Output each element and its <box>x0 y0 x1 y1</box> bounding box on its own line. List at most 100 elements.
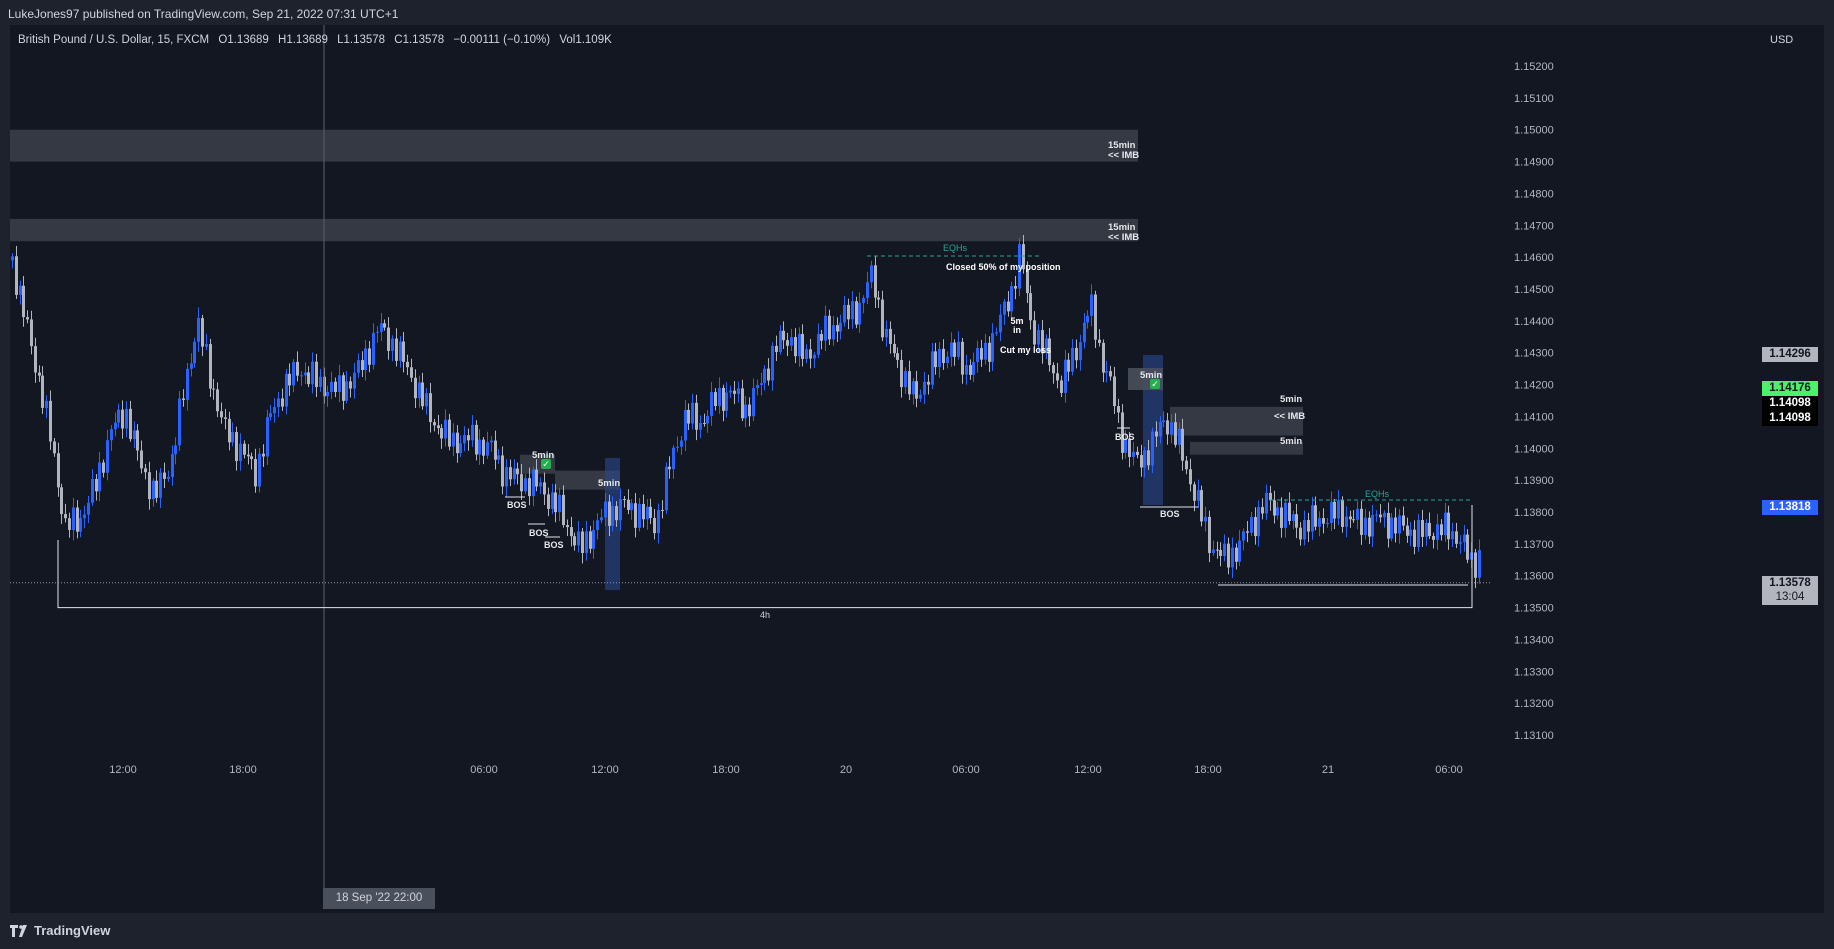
candle-body <box>228 418 231 443</box>
candle-body <box>1151 431 1154 466</box>
zone-label: << IMB <box>1108 232 1140 243</box>
price-tick-label: 1.13500 <box>1514 603 1554 615</box>
candle-body <box>1417 519 1420 547</box>
price-axis: 1.15200 1.15100 1.15000 1.14900 1.14800 1.147… <box>1514 61 1554 742</box>
candle-body <box>1216 549 1219 551</box>
candle-body <box>296 361 299 376</box>
candle-body <box>1455 531 1458 544</box>
chart-panel[interactable] <box>10 25 1824 913</box>
candle-body <box>573 536 576 546</box>
footer-brand: TradingView <box>34 923 111 938</box>
candle-body <box>1250 517 1253 533</box>
candle-body <box>106 440 109 473</box>
candle-body <box>1246 531 1249 533</box>
price-tick-label: 1.13200 <box>1514 698 1554 710</box>
candle-body <box>1098 339 1101 343</box>
candle-body <box>1352 519 1355 521</box>
candle-body <box>456 432 459 454</box>
candle-body <box>836 325 839 332</box>
candle-body <box>338 375 341 393</box>
candle-body <box>653 517 656 534</box>
candle-body <box>334 381 337 393</box>
symbol-legend[interactable]: British Pound / U.S. Dollar, 15, FXCM O1… <box>18 34 618 46</box>
currency-label[interactable]: USD <box>1770 34 1794 46</box>
symbol-name[interactable]: British Pound / U.S. Dollar, 15, FXCM <box>18 34 210 46</box>
check-icon: ✓ <box>541 459 551 469</box>
tradingview-logo-icon <box>10 924 27 937</box>
candle-body <box>114 422 117 430</box>
candle-body <box>201 318 204 347</box>
candle-body <box>1075 347 1078 361</box>
zone-label: 5min <box>532 450 555 461</box>
volume: Vol1.109K <box>559 34 612 46</box>
candle-body <box>1390 517 1393 539</box>
candle-body <box>1375 514 1378 516</box>
candle-body <box>1292 514 1295 521</box>
candle-body <box>368 348 371 365</box>
candle-body <box>1432 535 1435 540</box>
candle-body <box>1276 507 1279 516</box>
footer-branding[interactable]: TradingView <box>10 923 110 938</box>
candle-body <box>1314 505 1317 527</box>
candle-body <box>1371 514 1374 537</box>
candle-body <box>387 327 390 351</box>
candle-body <box>459 443 462 454</box>
candle-body <box>342 375 345 401</box>
candle-body <box>1242 531 1245 541</box>
candle-body <box>1307 520 1310 532</box>
candle-body <box>110 429 113 441</box>
candle-body <box>1364 517 1367 535</box>
candle-body <box>779 330 782 352</box>
candle-body <box>121 409 124 429</box>
candle-body <box>687 409 690 424</box>
candle-body <box>1162 420 1165 423</box>
candle-body <box>1007 301 1010 312</box>
candle-body <box>980 348 983 360</box>
price-tick-label: 1.13600 <box>1514 571 1554 583</box>
candle-body <box>1155 431 1158 437</box>
candle-body <box>1132 451 1135 457</box>
candle-body <box>494 440 497 460</box>
candle-body <box>262 453 265 457</box>
candle-body <box>34 346 37 373</box>
candle-body <box>1421 519 1424 537</box>
candle-body <box>805 349 808 359</box>
candle-body <box>1409 529 1412 536</box>
imbalance-zone <box>1190 441 1303 455</box>
candle-body <box>999 314 1002 333</box>
candle-body <box>782 330 785 341</box>
candle-body <box>1014 286 1017 289</box>
candle-body <box>497 455 500 460</box>
candle-body <box>125 408 128 429</box>
candle-body <box>26 317 29 320</box>
candle-body <box>463 435 466 444</box>
candle-body <box>266 417 269 457</box>
candle-body <box>1056 373 1059 381</box>
price-tick-label: 1.13100 <box>1514 730 1554 742</box>
imbalance-zones <box>10 129 1303 590</box>
candle-body <box>395 338 398 361</box>
candle-body <box>706 415 709 424</box>
candle-body <box>285 373 288 407</box>
candle-body <box>562 494 565 526</box>
candle-body <box>1360 508 1363 535</box>
candle-body <box>1109 371 1112 377</box>
candle-body <box>1440 524 1443 536</box>
candle-body <box>763 368 766 384</box>
candle-body <box>102 462 105 473</box>
candle-body <box>665 466 668 511</box>
price-tick-label: 1.14700 <box>1514 220 1554 232</box>
candle-body <box>790 337 793 346</box>
candle-body <box>847 304 850 320</box>
candle-body <box>193 341 196 364</box>
candle-body <box>98 462 101 492</box>
candle-body <box>22 285 25 318</box>
candle-body <box>946 356 949 363</box>
candle-body <box>1326 522 1329 524</box>
candle-body <box>611 506 614 526</box>
candle-body <box>304 372 307 376</box>
candle-body <box>159 472 162 498</box>
time-axis: 12:00 18:00 06:00 12:00 18:00 20 06:00 12:00 18:… <box>109 764 1463 776</box>
